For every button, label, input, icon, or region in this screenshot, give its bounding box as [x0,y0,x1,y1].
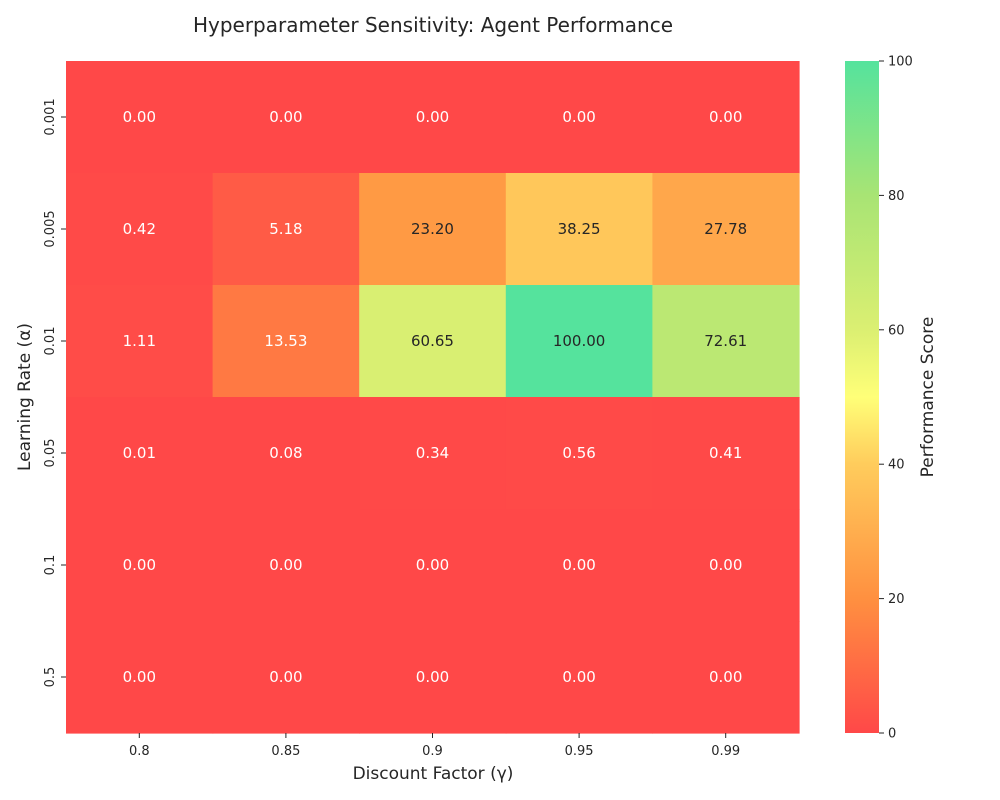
heatmap-cell [652,285,800,398]
heatmap-cells [66,61,800,734]
heatmap-cell [66,397,214,510]
heatmap-cell [212,397,360,510]
cell-value-label: 0.00 [123,108,156,126]
cell-value-label: 38.25 [558,220,601,238]
heatmap-cell [212,173,360,286]
cell-value-label: 0.56 [562,444,595,462]
heatmap-cell [66,173,214,286]
heatmap-cell [359,397,507,510]
cell-value-label: 0.00 [269,556,302,574]
colorbar [845,61,879,733]
heatmap-cell [212,285,360,398]
heatmap-cell [652,397,800,510]
cell-value-label: 13.53 [264,332,307,350]
cell-value-label: 0.00 [269,108,302,126]
cell-value-label: 60.65 [411,332,454,350]
colorbar-label: Performance Score [918,317,938,478]
heatmap-cell [505,509,653,622]
chart-title: Hyperparameter Sensitivity: Agent Perfor… [193,13,673,37]
cell-value-label: 0.00 [562,108,595,126]
x-tick-label: 0.95 [565,744,594,759]
y-tick-label: 0.5 [43,667,58,688]
heatmap-cell [359,509,507,622]
cell-value-label: 0.00 [269,668,302,686]
colorbar-tick-label: 100 [888,55,913,70]
heatmap-cell [505,173,653,286]
cell-value-label: 0.00 [123,556,156,574]
x-tick-label: 0.99 [711,744,740,759]
colorbar-tick-label: 40 [888,458,905,473]
y-tick-label: 0.01 [43,327,58,356]
heatmap-cell [359,61,507,174]
x-axis-ticks: 0.8 0.85 0.9 0.95 0.99 [129,733,740,759]
colorbar-tick-label: 60 [888,323,905,338]
heatmap-cell [652,61,800,174]
heatmap-cell [359,173,507,286]
heatmap-cell [66,61,214,174]
colorbar-tick-label: 80 [888,189,905,204]
colorbar-tick-label: 0 [888,727,896,742]
cell-value-label: 0.01 [123,444,156,462]
x-tick-label: 0.9 [422,744,443,759]
cell-value-label: 0.42 [123,220,156,238]
y-axis-label: Learning Rate (α) [15,323,35,471]
cell-value-label: 5.18 [269,220,302,238]
x-tick-label: 0.8 [129,744,150,759]
heatmap-cell [505,621,653,734]
cell-value-label: 0.00 [709,556,742,574]
cell-value-label: 0.08 [269,444,302,462]
heatmap-cell [652,509,800,622]
cell-value-label: 0.00 [562,556,595,574]
heatmap-cell [505,61,653,174]
cell-value-label: 0.34 [416,444,449,462]
heatmap-cell [652,621,800,734]
y-axis-ticks: 0.001 0.005 0.01 0.05 0.1 0.5 [43,98,66,687]
cell-value-label: 0.00 [416,108,449,126]
heatmap-cell [505,285,653,398]
x-axis-label: Discount Factor (γ) [353,764,514,784]
heatmap-cell [652,173,800,286]
cell-value-label: 72.61 [704,332,747,350]
colorbar-ticks: 0 20 40 60 80 100 [879,55,913,742]
heatmap-cell [359,285,507,398]
cell-value-label: 1.11 [123,332,156,350]
cell-value-label: 0.00 [709,108,742,126]
cell-value-label: 0.41 [709,444,742,462]
heatmap-cell [505,397,653,510]
heatmap-cell-labels: 0.00 0.00 0.00 0.00 0.00 0.42 5.18 23.20 38.25 27… [123,108,748,686]
cell-value-label: 27.78 [704,220,747,238]
heatmap-cell [212,621,360,734]
heatmap-cell [66,509,214,622]
heatmap-cell [66,285,214,398]
cell-value-label: 0.00 [123,668,156,686]
y-tick-label: 0.001 [43,98,58,135]
heatmap-cell [212,509,360,622]
cell-value-label: 0.00 [709,668,742,686]
heatmap-cell [212,61,360,174]
cell-value-label: 0.00 [562,668,595,686]
colorbar-tick-label: 20 [888,592,905,607]
x-tick-label: 0.85 [271,744,300,759]
heatmap-cell [359,621,507,734]
heatmap-cell [66,621,214,734]
y-tick-label: 0.05 [43,439,58,468]
cell-value-label: 0.00 [416,668,449,686]
cell-value-label: 23.20 [411,220,454,238]
cell-value-label: 0.00 [416,556,449,574]
cell-value-label: 100.00 [553,332,606,350]
y-tick-label: 0.005 [43,210,58,247]
y-tick-label: 0.1 [43,555,58,576]
